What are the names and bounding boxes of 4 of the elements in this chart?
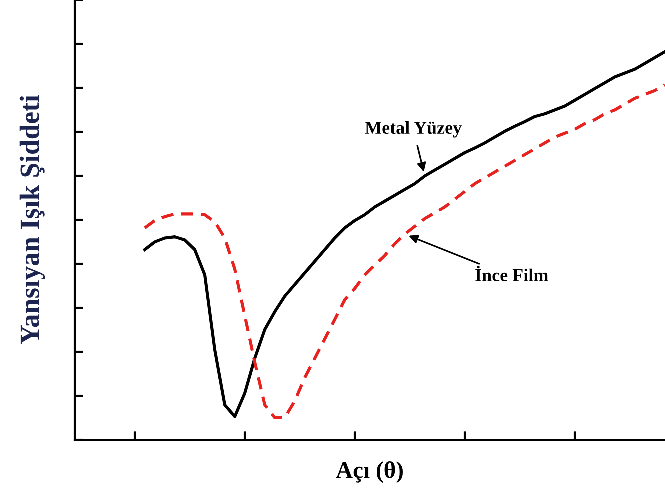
annotation: İnce Film (476, 266, 548, 282)
annotation: Metal Yüzey (365, 121, 462, 138)
x-axis-title: Açı (θ) (336, 462, 403, 484)
y-axis-title: Yansıyan Işık Şiddeti (20, 95, 46, 345)
